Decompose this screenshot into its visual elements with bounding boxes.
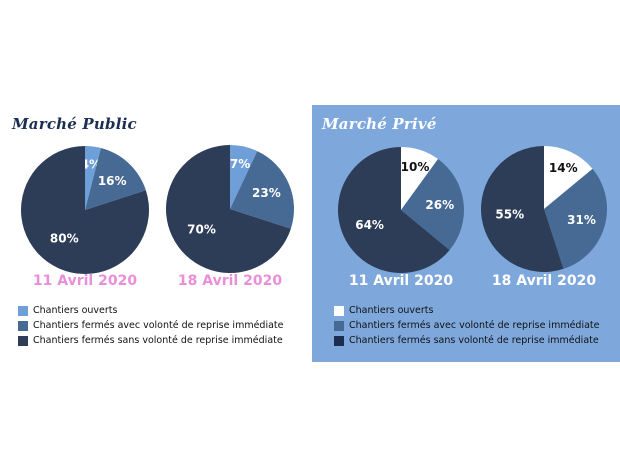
legend-label: Chantiers fermés sans volonté de reprise… bbox=[33, 335, 283, 346]
slice-value-label: 23% bbox=[252, 186, 281, 200]
slice-value-label: 70% bbox=[187, 223, 216, 237]
pie-slice bbox=[481, 146, 564, 272]
legend: Chantiers ouverts Chantiers fermés avec … bbox=[334, 303, 599, 348]
slice-value-label: 55% bbox=[495, 207, 524, 221]
pie-slice bbox=[544, 146, 593, 209]
panel-title: Marché Privé bbox=[322, 115, 437, 133]
legend-swatch bbox=[18, 335, 28, 346]
pie-slice bbox=[230, 151, 295, 229]
legend-label: Chantiers fermés sans volonté de reprise… bbox=[349, 335, 599, 346]
legend-label: Chantiers ouverts bbox=[349, 305, 434, 316]
pie-slice bbox=[544, 168, 608, 269]
legend-label: Chantiers fermés avec volonté de reprise… bbox=[349, 320, 600, 331]
panel-marche-public: Marché Public 4% 16% 80% 7% 23% 70% 11 Avril … bbox=[0, 105, 312, 362]
chart-date-label: 18 Avril 2020 bbox=[177, 273, 283, 289]
pie-charts-public: 4%16%80%7%23%70% bbox=[21, 145, 295, 274]
chart-date-label: 11 Avril 2020 bbox=[348, 273, 454, 289]
pie-slice bbox=[166, 145, 291, 273]
chart-date-label: 18 Avril 2020 bbox=[491, 273, 597, 289]
legend-label: Chantiers ouverts bbox=[33, 305, 118, 316]
legend-swatch bbox=[334, 335, 344, 346]
pie-slice bbox=[230, 145, 258, 209]
legend-swatch bbox=[334, 305, 344, 316]
panel-marche-prive: Marché Privé 10% 26% 64% 14% 31% 55% 11 Avril… bbox=[312, 105, 620, 362]
chart-date-label: 11 Avril 2020 bbox=[32, 273, 138, 289]
slice-value-label: 14% bbox=[549, 161, 578, 175]
slice-value-label: 80% bbox=[50, 232, 79, 246]
slice-value-label: 7% bbox=[230, 157, 250, 171]
legend-item-sans-reprise: Chantiers fermés sans volonté de reprise… bbox=[18, 333, 283, 348]
legend-item-ouverts: Chantiers ouverts bbox=[18, 303, 283, 318]
slice-value-label: 31% bbox=[567, 213, 596, 227]
legend-swatch bbox=[18, 320, 28, 331]
legend-item-reprise: Chantiers fermés avec volonté de reprise… bbox=[334, 318, 599, 333]
legend-swatch bbox=[334, 320, 344, 331]
legend-item-ouverts: Chantiers ouverts bbox=[334, 303, 599, 318]
legend: Chantiers ouverts Chantiers fermés avec … bbox=[18, 303, 283, 348]
legend-label: Chantiers fermés avec volonté de reprise… bbox=[33, 320, 284, 331]
pie-slice bbox=[401, 147, 439, 210]
pie-slice bbox=[337, 147, 450, 273]
panel-title: Marché Public bbox=[12, 115, 137, 133]
legend-item-sans-reprise: Chantiers fermés sans volonté de reprise… bbox=[334, 333, 599, 348]
legend-item-reprise: Chantiers fermés avec volonté de reprise… bbox=[18, 318, 283, 333]
pie-charts-prive: 10% 26% 64% 14% 31% 55% bbox=[337, 146, 608, 273]
pie-slice bbox=[85, 146, 101, 210]
slice-value-label: 64% bbox=[355, 218, 384, 232]
slice-value-label: 10% bbox=[401, 160, 430, 174]
legend-swatch bbox=[18, 305, 28, 316]
pie-slice bbox=[21, 146, 150, 274]
pie-slice bbox=[401, 159, 465, 251]
slice-value-label: 26% bbox=[425, 198, 454, 212]
pie-slice bbox=[85, 148, 146, 210]
slice-value-label: 16% bbox=[98, 174, 127, 188]
